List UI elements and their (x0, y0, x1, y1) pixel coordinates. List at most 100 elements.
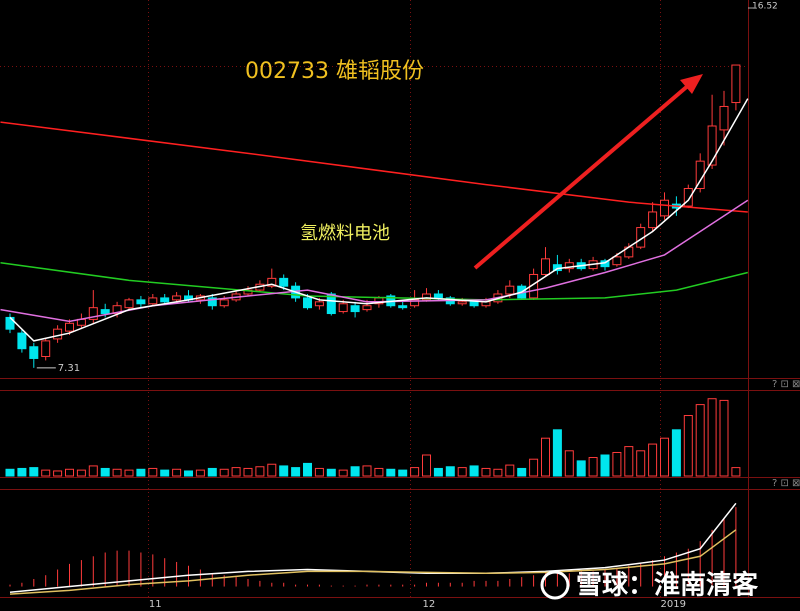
volume-bar (624, 446, 634, 477)
candle-body (219, 299, 229, 307)
low-label: 7.31 (58, 363, 80, 374)
volume-bar (148, 467, 158, 477)
volume-bar (445, 466, 455, 477)
volume-bar (124, 469, 134, 477)
volume-bar (136, 468, 146, 477)
volume-bar (576, 460, 586, 477)
volume-bar (65, 468, 74, 477)
candle-body (267, 277, 277, 287)
arrow-head (680, 74, 703, 94)
volume-bar (88, 465, 98, 477)
candle-body (41, 340, 51, 358)
candle-body (124, 299, 134, 309)
volume-bar (243, 467, 253, 477)
candle-body (303, 297, 312, 309)
frame (0, 0, 800, 598)
volume-bar (552, 429, 562, 477)
candle-body (683, 188, 693, 207)
chart-title: 002733 雄韬股份 (245, 59, 424, 84)
volume-bar (529, 458, 539, 477)
volume-bar (53, 470, 63, 477)
candle-body (338, 303, 348, 313)
macd-line (9, 529, 737, 595)
candle-body (422, 293, 431, 301)
x-tick-label: 2019 (661, 599, 686, 610)
candle-body (469, 301, 479, 307)
volume-bar (541, 437, 550, 477)
svg-text:? ⊡ ⊠: ? ⊡ ⊠ (772, 379, 800, 390)
candle-body (433, 293, 443, 299)
candle-body (88, 307, 98, 320)
volume-bar (695, 404, 705, 477)
candle-body (564, 262, 574, 270)
candle-body (160, 297, 170, 303)
volume-bar (303, 462, 312, 477)
x-tick-label: 11 (149, 599, 162, 610)
volume-bar (374, 467, 384, 477)
watermark: 雪球：淮南清客 (576, 570, 759, 601)
candle-body (148, 297, 158, 305)
volume-bar (41, 469, 51, 477)
volume-bar (719, 399, 729, 477)
volume-bar (231, 467, 241, 477)
volume-bar (493, 468, 503, 477)
candle-body (326, 293, 336, 315)
candle-body (279, 277, 289, 287)
candle-body (660, 199, 669, 217)
volume-bar (433, 467, 443, 477)
volume-bar (600, 454, 610, 477)
candle-body (612, 256, 622, 266)
volume-bar (267, 463, 277, 477)
volume-bar (184, 470, 193, 477)
candle-body (719, 105, 729, 131)
volume-bar (505, 464, 515, 477)
volume-bar (338, 469, 348, 477)
candle-body (65, 322, 74, 332)
svg-text:? ⊡ ⊠: ? ⊡ ⊠ (772, 478, 800, 489)
volume-bar (457, 467, 467, 477)
volume-bar (671, 429, 681, 477)
candle-body (707, 125, 717, 166)
volume-bar (279, 465, 289, 477)
candle-body (648, 211, 658, 229)
candle-body (207, 297, 217, 307)
volume-bar (588, 457, 598, 477)
candle-body (17, 332, 27, 350)
volume-bar (612, 451, 622, 477)
candle-body (398, 305, 408, 309)
candle-body (541, 258, 550, 275)
x-tick-label: 12 (423, 599, 436, 610)
volume-bar (469, 465, 479, 477)
volume-bar (160, 469, 170, 477)
annotation: 氢燃料电池 (300, 223, 390, 244)
candle-body (314, 301, 324, 307)
volume-bar (255, 466, 265, 477)
volume-bar (422, 454, 431, 477)
volume-bar (100, 467, 110, 477)
candle-body (29, 346, 39, 359)
watermark-logo (540, 570, 570, 600)
volume-bar (386, 468, 396, 477)
candle-body (136, 299, 146, 305)
arrow (473, 82, 692, 270)
candle-body (505, 285, 515, 295)
volume-bar (660, 437, 669, 477)
volume-bar (314, 467, 324, 477)
candle-body (362, 305, 372, 311)
candle-body (731, 64, 741, 104)
volume-bar (362, 465, 372, 477)
volume-bar (219, 468, 229, 477)
candle-body (457, 301, 467, 305)
volume-bar (172, 468, 182, 477)
volume-bar (636, 450, 646, 477)
candle-body (410, 299, 420, 307)
candle-body (53, 328, 63, 340)
volume-bar (291, 467, 301, 477)
volume-bar (410, 467, 420, 477)
volume-bar (731, 467, 741, 477)
volume-bar (207, 467, 217, 477)
volume-bar (17, 467, 27, 477)
panel-icons: ? ⊡ ⊠ ? ⊡ ⊠ (772, 379, 800, 489)
ma-line (9, 98, 749, 342)
volume-bar (564, 450, 574, 477)
